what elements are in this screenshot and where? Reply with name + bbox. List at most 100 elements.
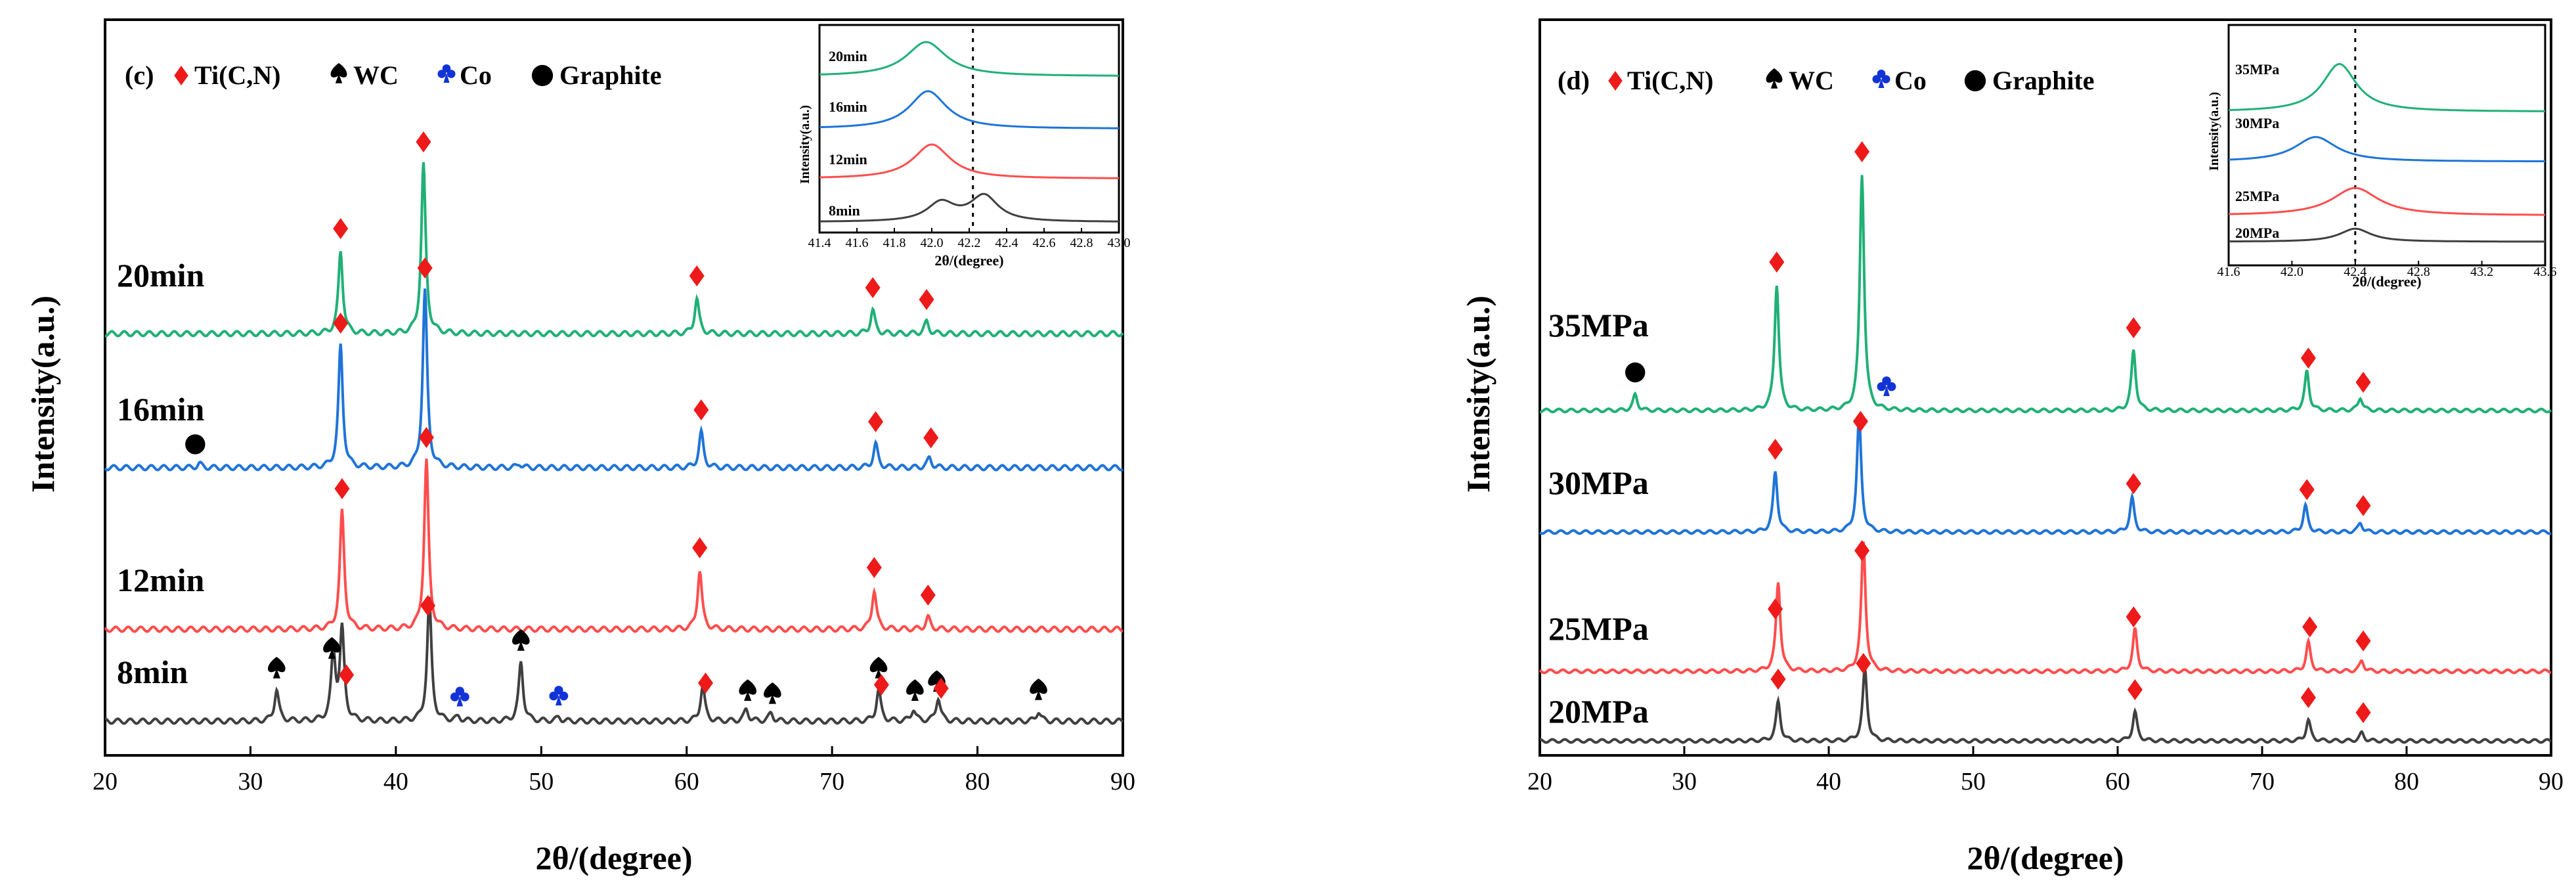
legend-graphite-icon <box>1964 70 1986 92</box>
marker-ticn-20min <box>919 289 934 310</box>
panel-d-label: (d) <box>1558 66 1590 95</box>
x-tick-label: 60 <box>2105 768 2130 795</box>
inset-x-tick-label: 43.6 <box>2534 265 2557 279</box>
legend-co-icon <box>437 64 456 83</box>
inset-label-30MPa: 30MPa <box>2235 115 2279 131</box>
marker-ticn-20min <box>865 277 881 298</box>
panel-c-inset-x-ticks: 41.4 41.6 41.8 42.0 42.2 42.4 42.6 42.8 43.0 <box>808 228 1131 250</box>
panel-c-y-axis-label: Intensity(a.u.) <box>24 296 61 493</box>
marker-wc-8min <box>869 657 888 679</box>
legend-ticn-label: Ti(C,N) <box>194 60 280 90</box>
series-line-20min <box>105 162 1124 338</box>
inset-x-tick-label: 41.4 <box>808 236 831 250</box>
x-tick-label: 40 <box>1816 768 1841 795</box>
panel-d: 20 30 40 50 60 70 80 90 Intensity(a.u.) 2θ/(deg… <box>1460 18 2564 876</box>
inset-x-tick-label: 42.0 <box>2281 265 2303 279</box>
panel-c-inset-series-labels: 20min 16min 12min 8min <box>829 48 867 219</box>
x-tick-label: 90 <box>2539 768 2564 795</box>
series-line-16min <box>104 288 1124 472</box>
x-tick-label: 80 <box>965 768 990 795</box>
inset-line-16min <box>819 90 1119 129</box>
panel-c-inset-curves <box>819 41 1119 223</box>
marker-graphite-16min <box>185 434 206 455</box>
series-line-20MPa <box>1539 667 2552 744</box>
panel-c-label: (c) <box>125 60 154 90</box>
marker-ticn-30MPa <box>2126 473 2141 495</box>
series-label-12min: 12min <box>117 562 205 598</box>
marker-ticn-35MPa <box>2355 372 2371 393</box>
marker-ticn-12min <box>920 585 936 606</box>
inset-x-tick-label: 42.4 <box>2344 265 2367 279</box>
inset-label-20min: 20min <box>829 48 867 64</box>
panel-c-series-labels: 20min 16min 12min 8min <box>117 257 205 690</box>
marker-ticn-20min <box>416 131 431 152</box>
x-tick-label: 20 <box>1527 768 1552 795</box>
legend-co-shape <box>1872 69 1890 88</box>
panel-c-x-axis-label: 2θ/(degree) <box>536 839 693 876</box>
marker-ticn-25MPa <box>2355 630 2371 652</box>
x-tick-label: 20 <box>93 768 118 795</box>
panel-c-x-ticks: 20 30 40 50 60 70 80 90 <box>93 746 1135 795</box>
marker-ticn-12min <box>418 427 434 448</box>
marker-ticn-16min <box>868 411 884 432</box>
marker-ticn-30MPa <box>2355 495 2371 516</box>
series-line-30MPa <box>1539 414 2552 535</box>
series-label-25MPa: 25MPa <box>1548 610 1649 647</box>
marker-ticn-25MPa <box>2126 606 2141 628</box>
marker-ticn-30MPa <box>1852 411 1868 432</box>
marker-ticn-20MPa <box>2300 687 2316 708</box>
marker-ticn-8min <box>933 677 949 699</box>
inset-x-tick-label: 42.0 <box>921 236 944 250</box>
panel-d-y-axis-label: Intensity(a.u.) <box>1460 296 1496 493</box>
marker-ticn-20MPa <box>2355 702 2371 723</box>
x-tick-label: 70 <box>2250 768 2275 795</box>
marker-ticn-35MPa <box>2300 347 2316 369</box>
inset-x-tick-label: 41.8 <box>883 236 906 250</box>
legend-graphite-label: Graphite <box>559 60 662 90</box>
series-label-16min: 16min <box>117 391 205 428</box>
x-tick-label: 30 <box>238 768 263 795</box>
inset-line-8min <box>819 192 1119 223</box>
inset-label-25MPa: 25MPa <box>2235 188 2279 204</box>
series-label-20min: 20min <box>117 257 205 294</box>
panel-c-legend: (c) Ti(C,N) WC Co Graphite <box>125 60 662 90</box>
marker-ticn-30MPa <box>1768 439 1783 460</box>
marker-co-8min <box>549 686 569 705</box>
inset-line-20min <box>819 41 1119 77</box>
marker-ticn-20min <box>689 265 705 286</box>
inset-x-tick-label: 42.2 <box>958 236 981 250</box>
x-tick-label: 40 <box>383 768 408 795</box>
marker-ticn-16min <box>923 427 939 449</box>
marker-ticn-20min <box>333 218 349 239</box>
legend-co-icon <box>1872 69 1890 88</box>
panel-c-frame <box>104 18 1124 757</box>
legend-ticn-shape <box>1608 71 1623 91</box>
inset-label-16min: 16min <box>829 99 867 115</box>
legend-co-shape <box>437 64 456 83</box>
marker-ticn-25MPa <box>1768 598 1783 620</box>
panel-d-inset-series-labels: 35MPa 30MPa 25MPa 20MPa <box>2235 61 2279 241</box>
legend-wc-label: WC <box>353 60 399 90</box>
panel-d-inset-y-label: Intensity(a.u.) <box>2207 92 2221 171</box>
marker-ticn-8min <box>873 674 889 696</box>
inset-label-20MPa: 20MPa <box>2235 225 2279 241</box>
marker-ticn-12min <box>866 557 882 578</box>
marker-ticn-25MPa <box>2302 616 2318 638</box>
panel-d-markers <box>1625 141 2371 723</box>
panel-c-inset: 41.4 41.6 41.8 42.0 42.2 42.4 42.6 42.8 43.0 20m… <box>798 24 1131 269</box>
panel-c-inset-y-label: Intensity(a.u.) <box>798 105 812 184</box>
marker-ticn-8min <box>339 664 355 686</box>
x-tick-label: 90 <box>1110 768 1135 795</box>
panel-d-inset: 41.6 42.0 42.4 42.8 43.2 43.6 35MPa 30MPa 25M… <box>2207 24 2557 290</box>
x-tick-label: 80 <box>2394 768 2419 795</box>
series-line-35MPa <box>1540 175 2552 414</box>
legend-wc-icon <box>330 63 347 83</box>
legend-co-label: Co <box>460 60 492 90</box>
panel-c-inset-x-label: 2θ/(degree) <box>934 252 1003 269</box>
panel-c: 20 30 40 50 60 70 80 90 Intensity(a.u.) 2θ/(deg… <box>24 18 1135 876</box>
panel-d-x-axis-label: 2θ/(degree) <box>1967 839 2124 876</box>
x-tick-label: 70 <box>819 768 844 795</box>
inset-x-tick-label: 41.6 <box>2217 265 2240 279</box>
inset-label-8min: 8min <box>829 202 860 219</box>
series-label-20MPa: 20MPa <box>1548 693 1649 730</box>
